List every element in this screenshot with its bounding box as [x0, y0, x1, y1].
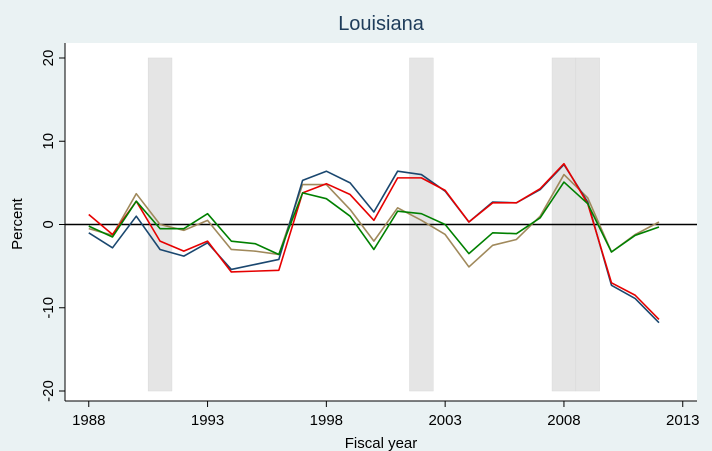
x-tick-label: 1998 [310, 412, 343, 429]
x-tick-label: 1993 [191, 412, 224, 429]
y-tick-label: -20 [40, 380, 57, 402]
y-axis-label: Percent [9, 197, 26, 250]
x-tick-label: 2013 [666, 412, 699, 429]
y-tick-label: 20 [40, 50, 57, 67]
chart-title: Louisiana [338, 13, 425, 35]
y-tick-label: -10 [40, 297, 57, 319]
series-line [88, 181, 660, 256]
x-axis-label: Fiscal year [345, 435, 418, 451]
series-line [88, 162, 660, 320]
x-tick-label: 2008 [547, 412, 580, 429]
y-tick-label: 0 [40, 220, 57, 228]
x-tick-label: 1988 [72, 412, 105, 429]
x-tick-label: 2003 [428, 412, 461, 429]
series-line [88, 173, 660, 268]
y-tick-label: 10 [40, 133, 57, 150]
